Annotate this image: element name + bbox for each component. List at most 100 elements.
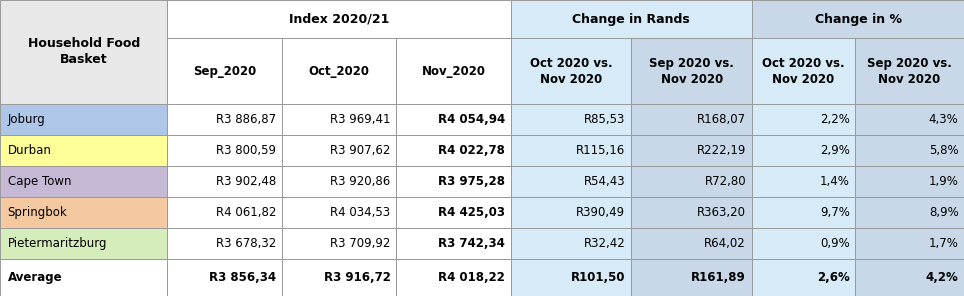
Bar — [752, 228, 855, 259]
Text: R168,07: R168,07 — [697, 113, 746, 126]
Text: R4 054,94: R4 054,94 — [438, 113, 505, 126]
Text: 2,9%: 2,9% — [819, 144, 849, 157]
Bar — [281, 166, 396, 197]
Bar — [752, 259, 855, 296]
Bar — [511, 197, 631, 228]
Text: R115,16: R115,16 — [576, 144, 626, 157]
Text: R3 678,32: R3 678,32 — [216, 237, 276, 250]
Text: R4 061,82: R4 061,82 — [216, 206, 276, 219]
Text: 9,7%: 9,7% — [819, 206, 849, 219]
Bar — [281, 104, 396, 135]
Bar — [631, 259, 752, 296]
Bar — [752, 166, 855, 197]
Bar — [511, 135, 631, 166]
Bar — [631, 135, 752, 166]
Bar — [168, 0, 511, 38]
Bar — [855, 197, 964, 228]
Text: R3 856,34: R3 856,34 — [209, 271, 276, 284]
Bar — [855, 166, 964, 197]
Bar — [511, 259, 631, 296]
Text: R4 034,53: R4 034,53 — [331, 206, 390, 219]
Text: R222,19: R222,19 — [697, 144, 746, 157]
Bar — [752, 135, 855, 166]
Bar — [0, 104, 168, 135]
Text: 5,8%: 5,8% — [929, 144, 958, 157]
Bar — [168, 259, 281, 296]
Text: R3 800,59: R3 800,59 — [216, 144, 276, 157]
Text: 8,9%: 8,9% — [928, 206, 958, 219]
Text: Average: Average — [8, 271, 63, 284]
Text: Cape Town: Cape Town — [8, 175, 71, 188]
Bar — [855, 259, 964, 296]
Text: R3 920,86: R3 920,86 — [331, 175, 390, 188]
Text: R101,50: R101,50 — [571, 271, 626, 284]
Bar — [0, 166, 168, 197]
Bar — [855, 228, 964, 259]
Text: 2,6%: 2,6% — [817, 271, 849, 284]
Text: 2,2%: 2,2% — [819, 113, 849, 126]
Bar — [631, 104, 752, 135]
Text: R161,89: R161,89 — [691, 271, 746, 284]
Text: R390,49: R390,49 — [576, 206, 626, 219]
Text: R3 709,92: R3 709,92 — [330, 237, 390, 250]
Bar — [511, 0, 752, 38]
Text: Change in Rands: Change in Rands — [573, 13, 690, 26]
Text: Sep 2020 vs.
Nov 2020: Sep 2020 vs. Nov 2020 — [867, 57, 951, 86]
Text: R64,02: R64,02 — [705, 237, 746, 250]
Text: 1,4%: 1,4% — [819, 175, 849, 188]
Bar — [396, 135, 511, 166]
Bar — [396, 228, 511, 259]
Bar — [396, 38, 511, 104]
Bar — [281, 259, 396, 296]
Bar — [396, 104, 511, 135]
Text: Oct_2020: Oct_2020 — [308, 65, 369, 78]
Bar — [281, 38, 396, 104]
Bar — [0, 228, 168, 259]
Text: R3 975,28: R3 975,28 — [438, 175, 505, 188]
Bar — [511, 228, 631, 259]
Bar — [168, 104, 281, 135]
Text: 1,7%: 1,7% — [928, 237, 958, 250]
Bar — [511, 104, 631, 135]
Bar — [511, 166, 631, 197]
Bar — [168, 228, 281, 259]
Bar — [0, 0, 168, 104]
Text: R3 886,87: R3 886,87 — [216, 113, 276, 126]
Text: Oct 2020 vs.
Nov 2020: Oct 2020 vs. Nov 2020 — [529, 57, 612, 86]
Text: Pietermaritzburg: Pietermaritzburg — [8, 237, 107, 250]
Text: R85,53: R85,53 — [584, 113, 626, 126]
Text: Nov_2020: Nov_2020 — [421, 65, 486, 78]
Bar — [752, 0, 964, 38]
Bar — [168, 135, 281, 166]
Bar — [855, 104, 964, 135]
Text: R3 902,48: R3 902,48 — [216, 175, 276, 188]
Bar — [0, 135, 168, 166]
Text: R54,43: R54,43 — [584, 175, 626, 188]
Text: 1,9%: 1,9% — [928, 175, 958, 188]
Text: R363,20: R363,20 — [697, 206, 746, 219]
Text: R4 022,78: R4 022,78 — [438, 144, 505, 157]
Bar — [0, 197, 168, 228]
Bar — [752, 38, 855, 104]
Bar — [511, 38, 631, 104]
Bar — [281, 228, 396, 259]
Text: Sep 2020 vs.
Nov 2020: Sep 2020 vs. Nov 2020 — [650, 57, 735, 86]
Bar — [396, 197, 511, 228]
Text: Durban: Durban — [8, 144, 52, 157]
Text: R3 969,41: R3 969,41 — [330, 113, 390, 126]
Text: 0,9%: 0,9% — [820, 237, 849, 250]
Text: 4,3%: 4,3% — [928, 113, 958, 126]
Bar — [855, 38, 964, 104]
Bar — [0, 259, 168, 296]
Bar — [631, 166, 752, 197]
Bar — [631, 197, 752, 228]
Bar — [281, 135, 396, 166]
Text: Springbok: Springbok — [8, 206, 67, 219]
Text: Index 2020/21: Index 2020/21 — [289, 13, 389, 26]
Text: R72,80: R72,80 — [705, 175, 746, 188]
Bar — [168, 38, 281, 104]
Bar — [855, 135, 964, 166]
Bar — [168, 166, 281, 197]
Bar — [281, 197, 396, 228]
Bar — [631, 228, 752, 259]
